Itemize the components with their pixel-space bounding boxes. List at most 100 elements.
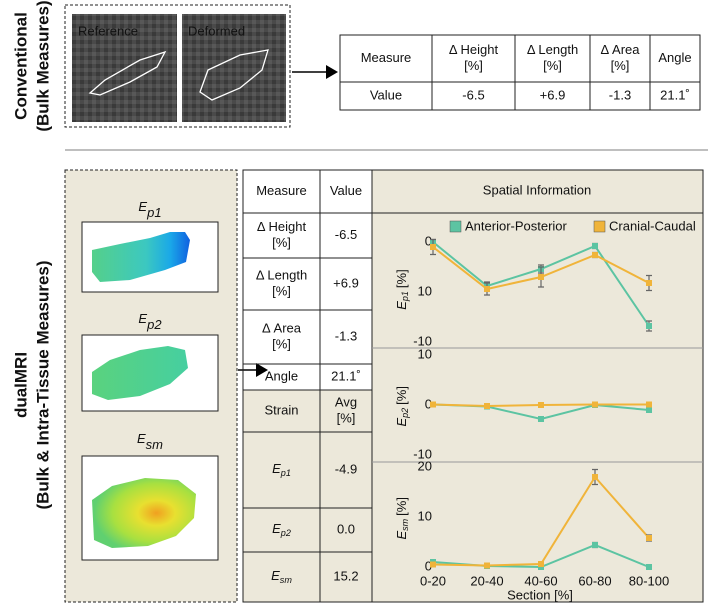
- symbol-sub: sm: [146, 437, 164, 452]
- table-border: [242, 169, 704, 603]
- legend-label: Cranial-Caudal: [609, 218, 696, 233]
- x-tick-label: 80-100: [629, 573, 669, 588]
- point: [484, 562, 490, 569]
- point: [592, 474, 598, 480]
- symbol-sub: p2: [280, 529, 291, 539]
- y-axis-label: Ep2 [%]: [394, 386, 410, 426]
- y-tick-label: 0: [425, 558, 432, 573]
- symbol: Ep1: [272, 461, 291, 478]
- point: [646, 401, 652, 408]
- legend-swatch: [593, 220, 606, 233]
- point: [592, 252, 598, 258]
- section-subtitle: (Bulk & Intra-Tissue Measures): [33, 260, 52, 509]
- reference-image: [72, 14, 177, 122]
- y-label-unit: [%]: [394, 269, 409, 288]
- section-title: dualMRI: [11, 352, 30, 418]
- point: [538, 402, 544, 408]
- x-tick-label: 40-60: [524, 573, 557, 588]
- map: [92, 478, 196, 548]
- legend-swatch: [449, 220, 462, 233]
- symbol-main: E: [272, 461, 281, 476]
- y-label-unit: [%]: [394, 497, 409, 516]
- symbol-main: E: [272, 521, 281, 536]
- y-tick-label: 20: [418, 458, 432, 473]
- image-label: Deformed: [188, 23, 245, 38]
- spatial-panel: [372, 170, 703, 602]
- y-tick-label: -10: [413, 333, 432, 348]
- map: [92, 346, 188, 400]
- cell-text: 21.1˚: [660, 87, 690, 102]
- spatial-title: Spatial Information: [483, 182, 591, 197]
- symbol: Esm: [137, 431, 163, 452]
- point: [646, 323, 652, 329]
- y-label-symbol: E: [394, 301, 409, 310]
- section-title: Conventional: [11, 12, 30, 120]
- cell-text: [%]: [272, 283, 291, 298]
- symbol-main: E: [137, 431, 146, 446]
- cell-text: 0.0: [337, 521, 355, 536]
- cell-text: Δ Area: [600, 42, 640, 57]
- point: [538, 274, 544, 280]
- symbol: Ep1: [138, 199, 161, 220]
- cell-text: Angle: [658, 50, 691, 65]
- cell-text: Angle: [265, 368, 298, 383]
- symbol-sub: sm: [280, 576, 293, 586]
- section-subtitle: (Bulk Measures): [33, 0, 52, 131]
- point: [646, 280, 652, 286]
- deformed-image: [182, 14, 286, 122]
- cell-text: [%]: [272, 336, 291, 351]
- symbol-main: E: [138, 311, 147, 326]
- point: [646, 535, 652, 541]
- cell-text: -1.3: [335, 328, 357, 343]
- point: [430, 401, 436, 408]
- point: [592, 243, 598, 249]
- symbol: Esm: [271, 568, 292, 585]
- cell-text: -6.5: [335, 227, 357, 242]
- table-border: [339, 34, 701, 111]
- point: [592, 542, 598, 548]
- cell-text: Value: [330, 183, 362, 198]
- y-axis-label: Ep1 [%]: [394, 269, 410, 309]
- point: [430, 561, 436, 568]
- y-label-unit: [%]: [394, 386, 409, 405]
- y-label-sub: p1: [400, 291, 410, 302]
- point: [484, 286, 490, 292]
- point: [538, 416, 544, 422]
- symbol-main: E: [271, 568, 280, 583]
- cell-text: [%]: [337, 410, 356, 425]
- y-tick-label: 10: [418, 508, 432, 523]
- y-tick-label: -10: [413, 446, 432, 461]
- point: [538, 561, 544, 567]
- x-axis-label: Section [%]: [507, 587, 573, 602]
- cell-text: Δ Height: [449, 42, 499, 57]
- map: [92, 232, 190, 282]
- outline: [88, 50, 167, 96]
- x-tick-label: 20-40: [470, 573, 503, 588]
- cell-text: Δ Length: [527, 42, 578, 57]
- point: [430, 244, 436, 250]
- symbol-sub: p2: [146, 317, 162, 332]
- cell-text: -1.3: [609, 87, 631, 102]
- cell-text: [%]: [464, 58, 483, 73]
- y-tick-label: 0: [425, 233, 432, 248]
- point: [592, 401, 598, 408]
- cell-text: -6.5: [462, 87, 484, 102]
- y-tick-label: 10: [418, 346, 432, 361]
- point: [484, 403, 490, 409]
- conventional-box: [64, 4, 291, 128]
- outline: [199, 49, 269, 101]
- cell-text: Strain: [265, 402, 299, 417]
- x-tick-label: 60-80: [578, 573, 611, 588]
- symbol: Ep2: [138, 311, 162, 332]
- legend-label: Anterior-Posterior: [465, 218, 568, 233]
- x-tick-label: 0-20: [420, 573, 446, 588]
- point: [646, 407, 652, 413]
- cell-text: Value: [370, 87, 402, 102]
- y-label-sub: p2: [400, 408, 410, 419]
- cell-text: +6.9: [333, 275, 359, 290]
- cell-text: Δ Area: [262, 320, 302, 335]
- y-label-symbol: E: [394, 530, 409, 539]
- strain-band: [243, 390, 372, 602]
- cell-text: 21.1˚: [331, 368, 361, 383]
